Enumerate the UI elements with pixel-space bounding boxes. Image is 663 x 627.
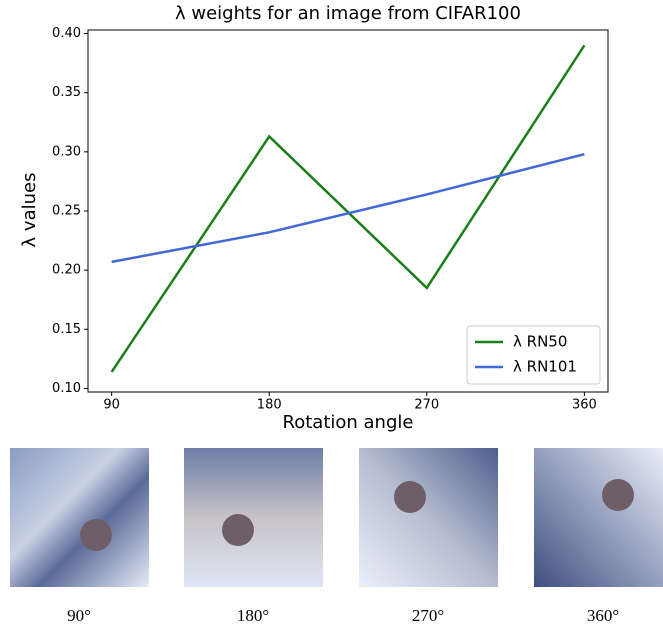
series-line [111,153,585,264]
image [534,448,663,587]
x-tick-label: 360 [572,398,597,413]
y-tick-label: 0.40 [52,26,81,41]
series-line [110,44,586,373]
image-strip [10,448,663,587]
legend-label: λ RN101 [513,358,577,376]
y-tick-label: 0.10 [52,381,81,396]
image [10,448,149,587]
image [359,448,498,587]
y-tick-label: 0.15 [52,322,81,337]
image-caption: 90° [67,606,91,625]
image-caption: 360° [587,606,619,625]
x-tick-label: 270 [414,398,439,413]
x-tick-label: 180 [257,398,282,413]
y-tick-label: 0.25 [52,204,81,219]
chart-title: λ weights for an image from CIFAR100 [175,3,521,24]
image-caption: 180° [237,606,269,625]
image-object [394,481,426,513]
x-tick-label: 90 [103,398,120,413]
image-caption: 270° [412,606,444,625]
image [184,448,323,587]
x-axis-label: Rotation angle [283,412,414,433]
image-object [602,479,634,511]
image-object [222,514,254,546]
y-tick-label: 0.20 [52,263,81,278]
y-axis-label: λ values [19,173,40,248]
image-object [80,519,112,551]
y-tick-label: 0.30 [52,144,81,159]
legend-label: λ RN50 [513,333,567,351]
legend-box [466,325,601,385]
y-tick-label: 0.35 [52,85,81,100]
